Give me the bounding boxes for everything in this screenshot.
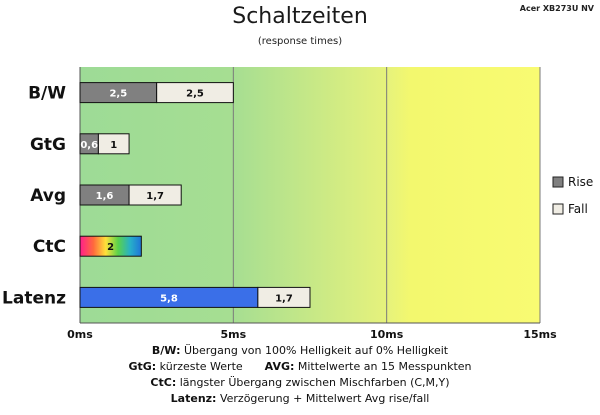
- legend-label: Fall: [568, 202, 588, 216]
- footnote-text: längster Übergang zwischen Mischfarben (…: [176, 376, 450, 389]
- legend-swatch: [552, 176, 564, 188]
- data-label: 0,6: [80, 140, 98, 151]
- data-label: 1,7: [146, 191, 164, 202]
- footnote-term: GtG:: [128, 360, 157, 373]
- footnote-ctc: CtC: längster Übergang zwischen Mischfar…: [0, 375, 600, 391]
- footnote-bw: B/W: Übergang von 100% Helligkeit auf 0%…: [0, 343, 600, 359]
- data-label: 2: [107, 242, 114, 253]
- footnote-gtg-avg: GtG: kürzeste Werte AVG: Mittelwerte an 1…: [0, 359, 600, 375]
- data-label: 1,7: [275, 293, 293, 304]
- bar-ctc: [79, 235, 142, 257]
- chart-subtitle: (response times): [257, 36, 343, 47]
- footnote-term: Latenz:: [170, 392, 217, 405]
- category-label: B/W: [28, 84, 66, 104]
- data-label: 5,8: [160, 293, 178, 304]
- category-label: GtG: [30, 135, 66, 155]
- footnote-text: Übergang von 100% Helligkeit auf 0% Hell…: [180, 344, 449, 357]
- category-label: Avg: [30, 186, 66, 206]
- bar-fall: [257, 286, 311, 308]
- bar-fall: [156, 82, 234, 104]
- x-tick-label: 10ms: [370, 328, 404, 340]
- footnote-term: B/W:: [151, 344, 181, 357]
- bar-fall: [128, 184, 182, 206]
- legend-label: Rise: [568, 175, 593, 189]
- footnote-term: CtC:: [150, 376, 177, 389]
- chart-title: Schaltzeiten: [232, 4, 368, 29]
- data-label: 2,5: [109, 89, 127, 100]
- legend-swatch: [552, 203, 564, 215]
- bar-fall: [97, 133, 130, 155]
- footnote-text: Verzögerung + Mittelwert Avg rise/fall: [216, 392, 430, 405]
- footnotes: B/W: Übergang von 100% Helligkeit auf 0%…: [0, 343, 600, 407]
- x-tick-label: 15ms: [523, 328, 557, 340]
- x-tick-label: 5ms: [220, 328, 246, 340]
- data-label: 2,5: [186, 89, 204, 100]
- category-label: Latenz: [2, 288, 66, 308]
- footnote-text: Mittelwerte an 15 Messpunkten: [294, 360, 472, 373]
- data-label: 1,6: [96, 191, 114, 202]
- x-tick-label: 0ms: [67, 328, 93, 340]
- footnote-term: AVG:: [264, 360, 295, 373]
- category-label: CtC: [33, 237, 66, 257]
- footnote-latenz: Latenz: Verzögerung + Mittelwert Avg ris…: [0, 391, 600, 407]
- data-label: 1: [110, 140, 117, 151]
- plot-area-svg: 0ms 5ms 10ms 15ms B/W 2,5 2,5 GtG 0,6 1 Avg 1,6 1,7 C…: [2, 67, 593, 340]
- monitor-model-label: Acer XB273U NV: [519, 4, 594, 13]
- footnote-text: kürzeste Werte: [156, 360, 243, 373]
